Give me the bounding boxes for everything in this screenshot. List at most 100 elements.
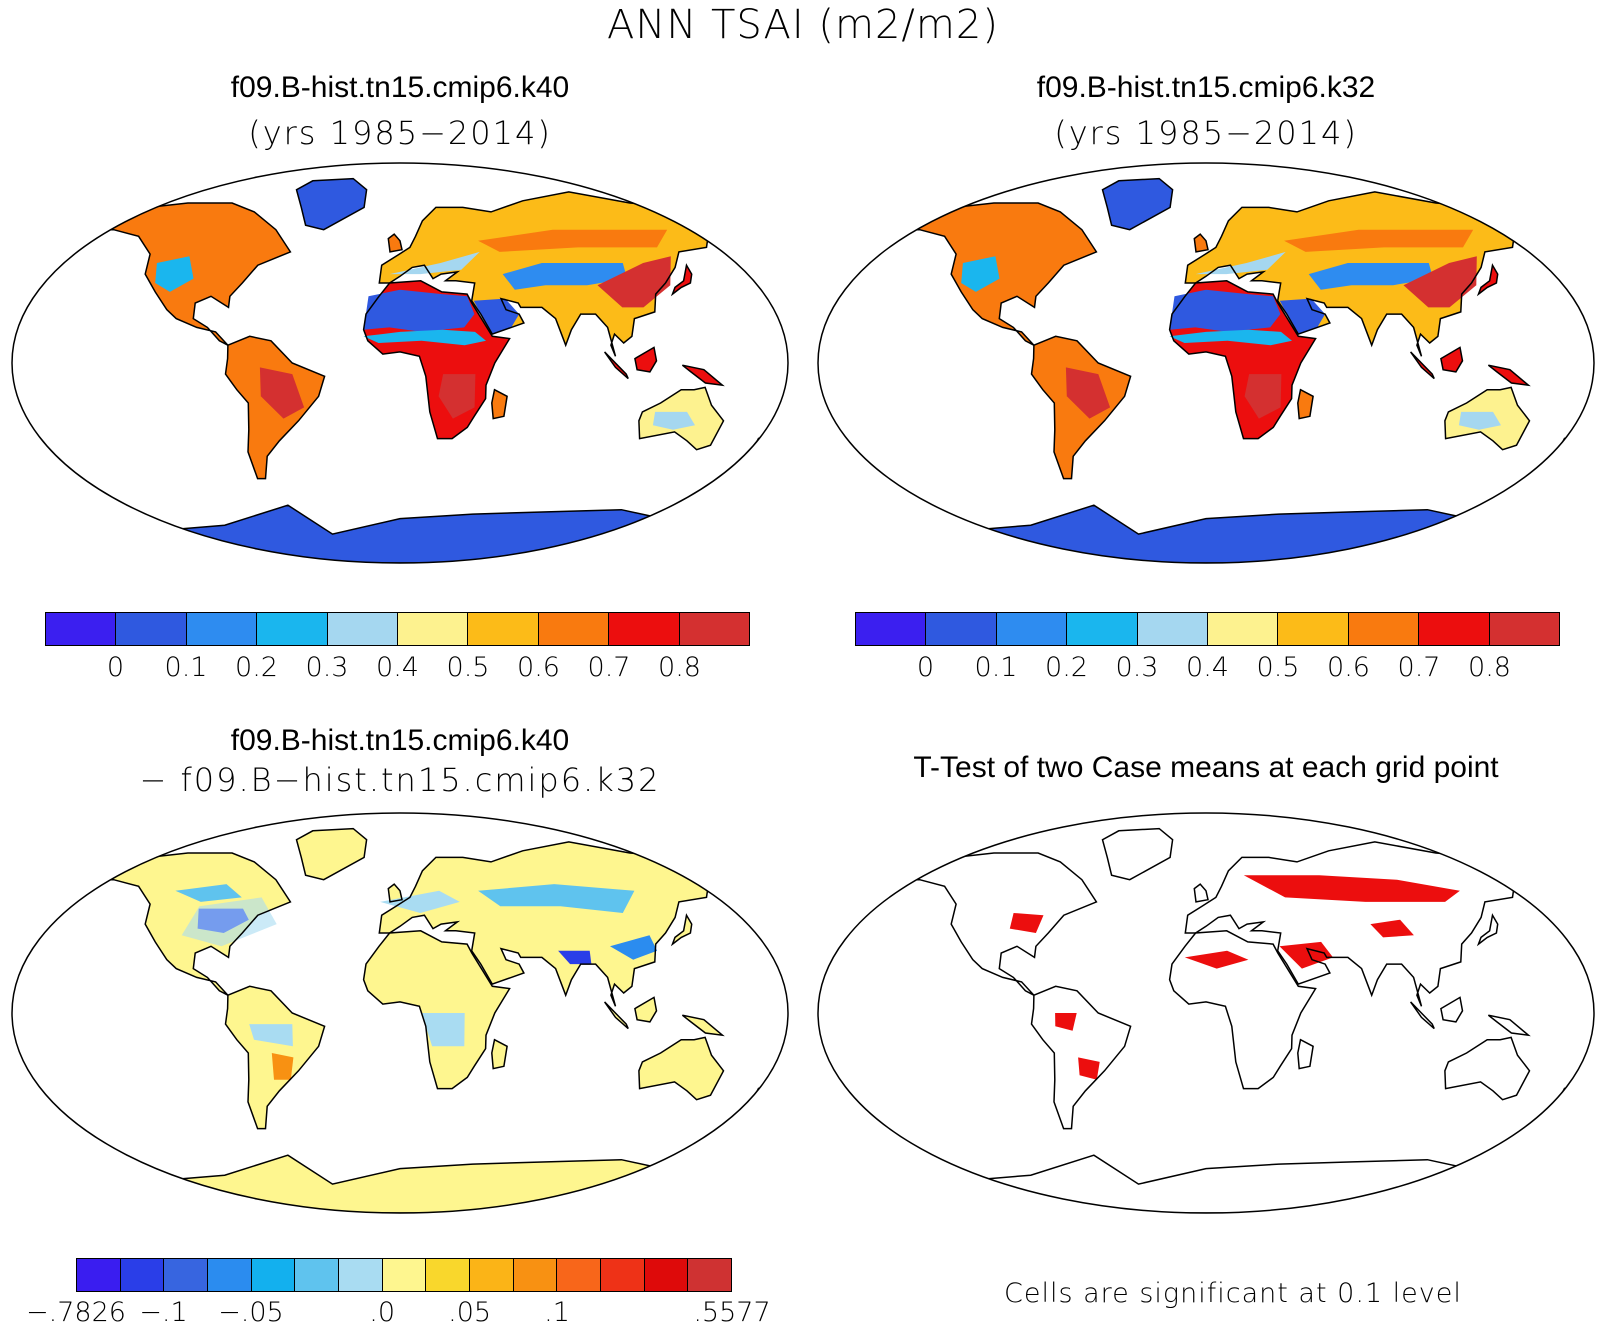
coastline-namerica — [889, 202, 1098, 346]
colorbar-tick-label: 0.7 — [1397, 652, 1441, 683]
coastline-greenland — [1101, 827, 1174, 881]
colorbar-swatch — [1348, 613, 1420, 645]
coastline-greenland — [295, 827, 368, 881]
world-map-ttest — [817, 812, 1595, 1214]
land-greenland — [296, 828, 367, 880]
map-border — [11, 162, 789, 564]
land-madagascar — [1297, 389, 1314, 419]
field-patch — [558, 950, 592, 965]
coastline-samerica — [224, 985, 326, 1130]
coastline-newguinea — [1487, 1014, 1531, 1037]
coastline-australia — [638, 386, 725, 451]
land-madagascar — [491, 1039, 508, 1069]
coastline-borneo — [634, 346, 658, 373]
colorbar-swatch — [1067, 613, 1138, 645]
field-patch — [1184, 950, 1249, 969]
land-madagascar — [491, 389, 508, 419]
panel1-title: f09.B-hist.tn15.cmip6.k40 — [230, 71, 570, 104]
panel1-subtitle: (yrs 1985−2014) — [248, 114, 552, 152]
colorbar-swatch — [609, 613, 680, 645]
land-britain — [388, 234, 402, 252]
coastline-eurasia — [1184, 841, 1548, 1007]
colorbar-tick-label: 0.5 — [1256, 652, 1300, 683]
field-patch — [389, 251, 480, 275]
field-patch — [1169, 329, 1292, 346]
field-patch — [421, 1013, 465, 1047]
coastline-borneo — [1440, 346, 1464, 373]
coastline-japan — [1476, 263, 1499, 297]
colorbar-tick-label: 0.5 — [446, 652, 490, 683]
field-patch — [1279, 298, 1326, 335]
land-greenland — [1102, 178, 1173, 230]
colorbar-swatch — [116, 613, 187, 645]
land-namerica — [891, 853, 1097, 996]
panel4-map — [817, 812, 1595, 1214]
land-greenland — [1102, 828, 1173, 880]
field-patch — [175, 884, 242, 902]
coastline-madagascar — [1297, 1038, 1314, 1070]
field-patch — [380, 890, 460, 913]
land-britain — [388, 884, 402, 902]
coastline-africa — [1168, 280, 1317, 440]
map-border — [817, 812, 1595, 1214]
colorbar-swatch — [251, 1259, 296, 1291]
land-africa — [1169, 930, 1316, 1089]
field-patch — [363, 329, 486, 346]
land-newguinea — [682, 365, 723, 386]
coastline-eurasia — [378, 841, 742, 1007]
colorbar-swatch — [996, 613, 1068, 645]
colorbar-tick-label: 0.2 — [1045, 652, 1088, 683]
world-map-abs-k40 — [11, 162, 789, 564]
land-madagascar — [1297, 1039, 1314, 1069]
field-patch — [1169, 289, 1281, 332]
colorbar-tick-label: 0.4 — [1186, 652, 1229, 683]
field-patch — [478, 229, 668, 252]
colorbar-swatch — [295, 1259, 340, 1291]
coastline-britain — [1193, 883, 1209, 903]
colorbar-swatch — [856, 613, 927, 645]
panel3-map — [11, 812, 789, 1214]
land-newguinea — [1488, 1015, 1529, 1036]
land-greenland — [296, 178, 367, 230]
field-patch — [473, 298, 520, 335]
panel3-title: f09.B-hist.tn15.cmip6.k40 — [230, 724, 570, 757]
colorbar-swatch — [257, 613, 328, 645]
field-patch — [259, 367, 305, 419]
coastline-samerica — [1030, 985, 1132, 1130]
coastline-madagascar — [1297, 388, 1314, 420]
colorbar-tick-label: −.1 — [139, 1297, 188, 1328]
ocean-background — [12, 813, 788, 1213]
coastline-eurasia — [378, 191, 742, 357]
panel1-map — [11, 162, 789, 564]
colorbar-tick-label: 0.6 — [517, 652, 560, 683]
field-patch — [271, 1053, 294, 1080]
field-patch — [1458, 411, 1501, 430]
field-patch — [1009, 913, 1044, 933]
coastline-indonesia1 — [603, 1001, 629, 1030]
colorbar-swatch — [120, 1259, 165, 1291]
coastline-borneo — [1440, 996, 1464, 1023]
coastline-britain — [387, 233, 403, 253]
colorbar-tick-label: .5577 — [693, 1297, 771, 1328]
panel2-map — [817, 162, 1595, 564]
world-map-abs-k32 — [817, 162, 1595, 564]
field-patch — [1308, 263, 1434, 290]
world-map-diff — [11, 812, 789, 1214]
colorbar-diff — [76, 1258, 732, 1292]
figure-title: ANN TSAI (m2/m2) — [607, 2, 999, 48]
coastline-africa — [1168, 930, 1317, 1090]
field-patch — [1243, 875, 1460, 902]
colorbar-tick-label: .1 — [544, 1297, 570, 1328]
coastline-indonesia1 — [1409, 351, 1435, 380]
field-patch — [652, 411, 695, 430]
colorbar-swatch — [339, 1259, 383, 1291]
coastline-samerica — [224, 335, 326, 480]
coastline-newguinea — [681, 364, 725, 387]
colorbar-tick-label: 0.8 — [1468, 652, 1511, 683]
field-patch — [1244, 374, 1282, 419]
ocean-background — [12, 163, 788, 563]
land-eurasia — [379, 841, 740, 1007]
land-japan — [1478, 915, 1498, 945]
coastline-australia — [638, 1036, 725, 1101]
land-newguinea — [1488, 365, 1529, 386]
